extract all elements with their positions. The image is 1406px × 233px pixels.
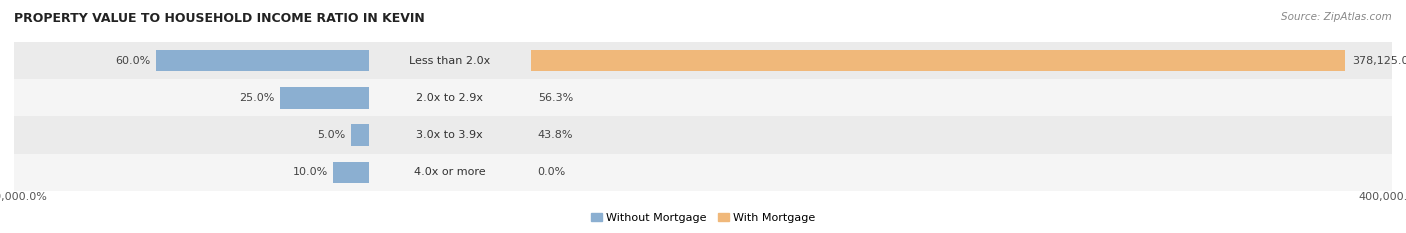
Bar <box>14 42 368 79</box>
Text: 56.3%: 56.3% <box>537 93 574 103</box>
Bar <box>531 50 1346 71</box>
Text: 60.0%: 60.0% <box>115 56 150 65</box>
Text: 43.8%: 43.8% <box>537 130 574 140</box>
Bar <box>368 154 531 191</box>
Bar <box>368 79 531 116</box>
Bar <box>280 87 368 109</box>
Text: PROPERTY VALUE TO HOUSEHOLD INCOME RATIO IN KEVIN: PROPERTY VALUE TO HOUSEHOLD INCOME RATIO… <box>14 12 425 25</box>
Text: 378,125.0%: 378,125.0% <box>1351 56 1406 65</box>
Legend: Without Mortgage, With Mortgage: Without Mortgage, With Mortgage <box>586 209 820 227</box>
Bar <box>156 50 368 71</box>
Text: 10.0%: 10.0% <box>292 168 328 177</box>
Bar <box>14 79 368 116</box>
Bar <box>531 42 1392 79</box>
Text: 0.0%: 0.0% <box>537 168 565 177</box>
Text: Source: ZipAtlas.com: Source: ZipAtlas.com <box>1281 12 1392 22</box>
Bar <box>531 79 1392 116</box>
Bar <box>14 116 368 154</box>
Bar <box>531 154 1392 191</box>
Text: 25.0%: 25.0% <box>239 93 274 103</box>
Bar <box>333 162 368 183</box>
Text: 4.0x or more: 4.0x or more <box>413 168 485 177</box>
Bar <box>368 116 531 154</box>
Bar <box>531 116 1392 154</box>
Bar <box>352 124 368 146</box>
Bar <box>368 42 531 79</box>
Bar <box>14 154 368 191</box>
Text: 2.0x to 2.9x: 2.0x to 2.9x <box>416 93 484 103</box>
Text: 5.0%: 5.0% <box>318 130 346 140</box>
Text: Less than 2.0x: Less than 2.0x <box>409 56 491 65</box>
Text: 3.0x to 3.9x: 3.0x to 3.9x <box>416 130 484 140</box>
